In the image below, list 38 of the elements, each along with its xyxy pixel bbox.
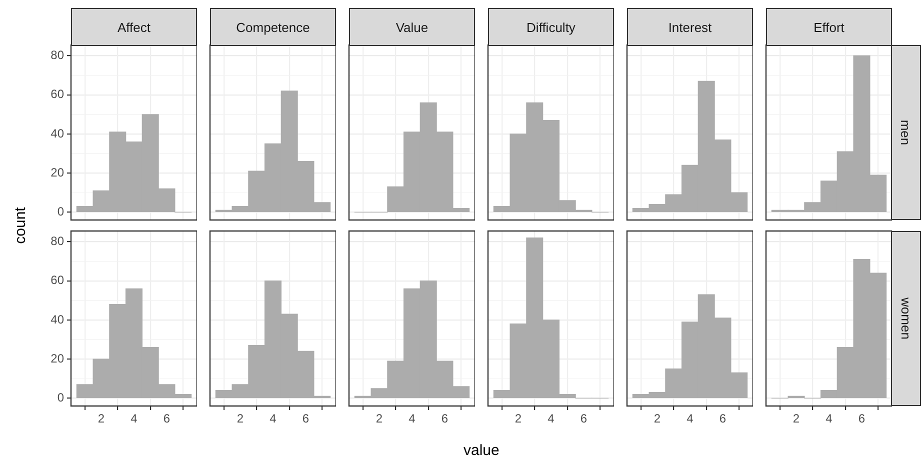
y-tick-label: 60 — [50, 87, 64, 102]
y-tick-label: 40 — [50, 312, 64, 326]
x-tick-label: 2 — [98, 412, 105, 426]
y-tick-label: 80 — [50, 48, 64, 62]
x-tick-label: 6 — [163, 412, 170, 426]
chart-title: Interest — [627, 8, 753, 46]
y2-axis-title: women — [898, 298, 914, 340]
y-axis-title: count — [11, 207, 28, 244]
x-tick-label: 2 — [654, 412, 661, 426]
x-tick-label: 6 — [441, 412, 448, 426]
y-tick-label: 40 — [50, 126, 64, 140]
y-tick-label: 20 — [50, 351, 64, 366]
x-tick-label: 2 — [792, 412, 800, 426]
chart-title: Difficulty — [488, 8, 614, 46]
x-tick-label: 4 — [548, 412, 555, 426]
x-tick-label: 2 — [376, 412, 383, 426]
y-tick-label: 60 — [50, 273, 64, 288]
chart-title: Affect — [71, 8, 197, 46]
y-tick-label: 80 — [50, 234, 64, 248]
x-tick-label: 6 — [580, 412, 588, 426]
x-tick-label: 6 — [858, 412, 866, 426]
x-tick-label: 2 — [514, 412, 522, 426]
x-tick-label: 2 — [236, 412, 244, 426]
y-tick-label: 0 — [57, 204, 64, 218]
x-tick-label: 4 — [686, 412, 694, 426]
y2-axis-title: men — [898, 120, 914, 146]
y-tick-label: 0 — [57, 390, 64, 404]
chart-title: Value — [349, 8, 475, 46]
x-tick-label: 6 — [302, 412, 310, 426]
x-axis-title: value — [464, 442, 500, 459]
x-tick-label: 4 — [826, 412, 833, 426]
chart-title: Competence — [210, 8, 336, 46]
y-tick-label: 20 — [50, 165, 64, 180]
x-tick-label: 4 — [270, 412, 277, 426]
x-tick-label: 4 — [130, 412, 138, 426]
x-tick-label: 6 — [719, 412, 726, 426]
x-tick-label: 4 — [408, 412, 416, 426]
chart-title: Effort — [766, 8, 892, 46]
